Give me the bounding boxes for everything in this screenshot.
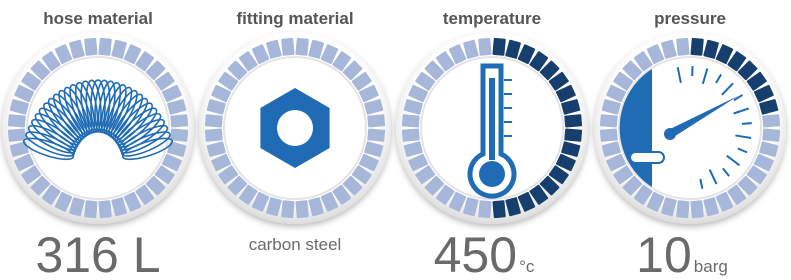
gauge-tick	[742, 123, 752, 124]
dial-segment	[564, 128, 582, 141]
dial-segment	[170, 128, 188, 141]
value-number: 10	[636, 227, 692, 280]
dial-segment	[690, 200, 703, 218]
dial-segment	[690, 38, 703, 56]
label: fitting material	[236, 9, 353, 28]
thermometer-column	[489, 78, 495, 160]
dial-segment	[492, 200, 505, 218]
dial-segment	[98, 38, 111, 56]
dial-segment	[281, 200, 294, 218]
dial-face	[27, 57, 169, 199]
gauge-pivot	[664, 128, 676, 140]
dial-segment	[205, 114, 223, 127]
dial	[199, 32, 391, 224]
dial-segment	[676, 38, 689, 56]
dial-segment	[564, 114, 582, 127]
dials	[2, 32, 786, 224]
nut-hole	[277, 110, 313, 146]
dial-segment	[98, 200, 111, 218]
dial-segment	[281, 38, 294, 56]
dial-segment	[762, 114, 780, 127]
dial-segment	[84, 200, 97, 218]
value: 450°c	[434, 227, 535, 280]
dial-segment	[600, 114, 618, 127]
dial-segment	[295, 38, 308, 56]
thermometer-bulb	[479, 161, 505, 187]
dial-segment	[8, 114, 26, 127]
gauge-slot	[630, 152, 664, 163]
unit: °c	[519, 257, 535, 276]
dial-segment	[367, 114, 385, 127]
dial	[2, 32, 194, 224]
label: temperature	[443, 9, 541, 28]
dial-segment	[8, 128, 26, 141]
dial-segment	[478, 200, 491, 218]
dial-segment	[402, 114, 420, 127]
dial-segment	[600, 128, 618, 141]
dial-segment	[84, 38, 97, 56]
dial-segment	[676, 200, 689, 218]
dial-segment	[295, 200, 308, 218]
label: hose material	[43, 9, 153, 28]
value: carbon steel	[249, 235, 342, 254]
dial	[396, 32, 588, 224]
dial-segment	[367, 128, 385, 141]
value: 316 L	[35, 227, 160, 280]
dial-segment	[762, 128, 780, 141]
label: pressure	[654, 9, 726, 28]
dial-segment	[205, 128, 223, 141]
dial-segment	[402, 128, 420, 141]
dial	[594, 32, 786, 224]
dial-segment	[492, 38, 505, 56]
unit: barg	[694, 257, 728, 276]
value-number: 450	[434, 227, 517, 280]
dial-segment	[170, 114, 188, 127]
infographic: hose material fitting material temperatu…	[0, 0, 791, 280]
dial-segment	[478, 38, 491, 56]
